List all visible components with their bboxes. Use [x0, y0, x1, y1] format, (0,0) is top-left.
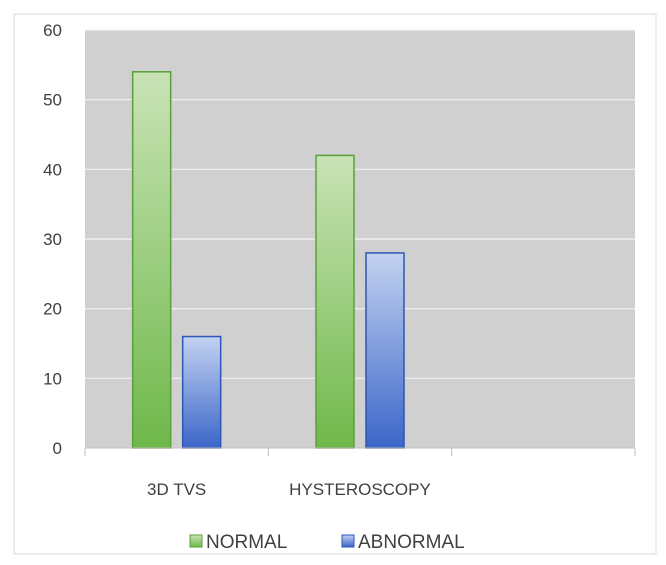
bar-abnormal-hysteroscopy — [365, 252, 405, 449]
legend-label-normal: NORMAL — [206, 532, 287, 553]
y-tick-label: 60 — [43, 21, 62, 40]
gridlines — [85, 29, 635, 379]
legend-swatch-normal — [189, 534, 203, 548]
y-tick-label: 20 — [43, 300, 62, 319]
y-axis: 0 10 20 30 40 50 60 — [43, 21, 62, 458]
y-tick-label: 40 — [43, 160, 62, 179]
x-tick-label: 3D TVS — [147, 480, 206, 499]
bar-abnormal-3d-tvs — [181, 335, 222, 449]
legend-label-abnormal: ABNORMAL — [358, 532, 465, 553]
legend-swatch-abnormal — [341, 534, 355, 548]
y-tick-label: 50 — [43, 91, 62, 110]
y-tick-label: 0 — [53, 439, 62, 458]
bar-normal-hysteroscopy — [315, 154, 355, 449]
bar-normal-3d-tvs — [131, 71, 172, 449]
y-tick-label: 30 — [43, 230, 62, 249]
legend: NORMAL ABNORMAL — [189, 532, 465, 553]
x-axis: 3D TVS HYSTEROSCOPY — [84, 447, 636, 499]
y-tick-label: 10 — [43, 369, 62, 388]
x-tick-label: HYSTEROSCOPY — [289, 480, 431, 499]
